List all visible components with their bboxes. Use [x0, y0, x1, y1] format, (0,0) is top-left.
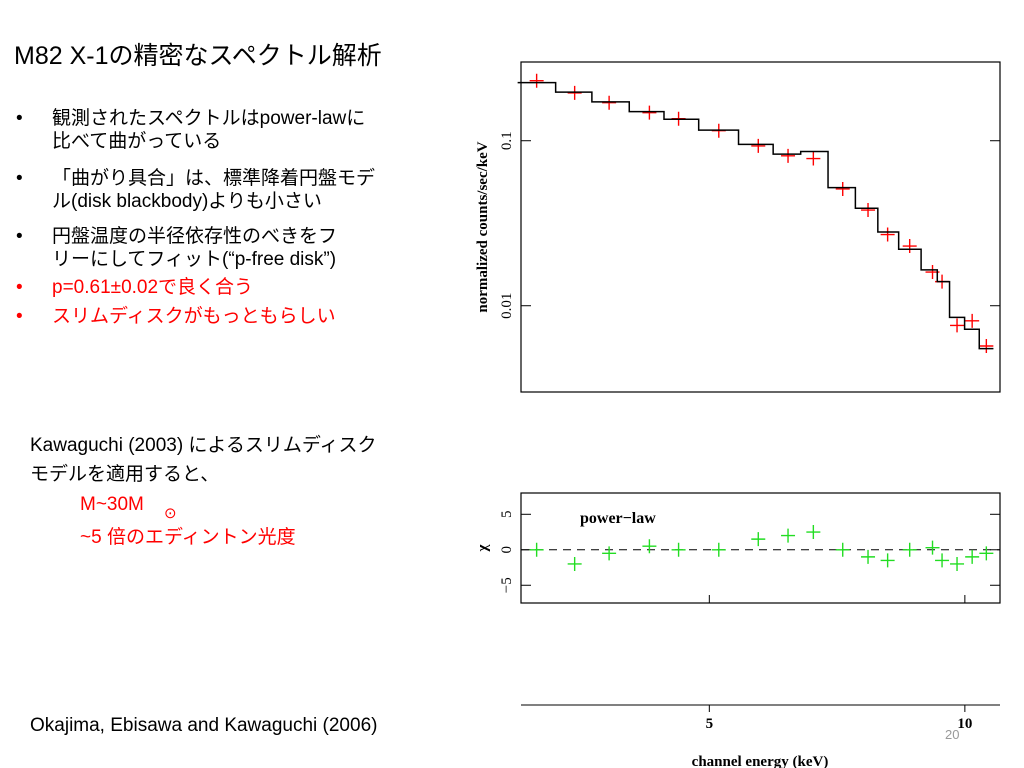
- data-point: [925, 540, 940, 555]
- data-point: [950, 556, 965, 571]
- note-luminosity: ~5 倍のエディントン光度: [80, 526, 296, 548]
- annotation: power−law: [580, 510, 656, 527]
- data-point: [567, 556, 582, 571]
- data-point: [861, 549, 876, 564]
- bullet-dot: •: [16, 306, 23, 327]
- plot-frame: [520, 492, 1001, 604]
- note-line: モデルを適用すると、: [30, 463, 219, 485]
- data-point: [781, 528, 796, 543]
- data-point: [602, 95, 617, 110]
- bullet-text: ル(disk blackbody)よりも小さい: [52, 190, 322, 212]
- data-point: [979, 546, 994, 561]
- data-point: [835, 181, 850, 196]
- data-point: [806, 151, 821, 166]
- plot: 0.01 0.1 normalized counts/sec/keV: [475, 61, 1001, 393]
- data-point: [880, 227, 895, 242]
- note-line: Kawaguchi (2003) によるスリムディスク: [30, 434, 377, 456]
- data-point: [950, 318, 965, 333]
- data-point: [642, 105, 657, 120]
- x-tick-label: 5: [706, 716, 714, 732]
- bullet-dot: •: [16, 108, 23, 129]
- x-axis-label: channel energy (keV): [692, 754, 829, 768]
- bullet-text: 「曲がり具合」は、標準降着円盤モデ: [52, 167, 375, 189]
- data-point: [711, 542, 726, 557]
- data-point: [935, 553, 950, 568]
- data-point: [965, 313, 980, 328]
- x-tick-label: 10: [957, 716, 972, 732]
- y-tick-label: 0.1: [499, 131, 515, 150]
- bullet-text: p=0.61±0.02で良く合う: [52, 276, 253, 298]
- data-point: [965, 549, 980, 564]
- y-axis-label: χ: [475, 543, 491, 552]
- data-point: [671, 542, 686, 557]
- note-mass: M~30M: [80, 494, 144, 515]
- bullet-text: 円盤温度の半径依存性のべきをフ: [52, 225, 337, 247]
- y-tick-label: 0: [499, 546, 515, 554]
- bullet-text: 観測されたスペクトルはpower-lawに: [52, 107, 365, 129]
- slide-title: M82 X-1の精密なスペクトル解析: [14, 42, 382, 70]
- data-point: [979, 339, 994, 354]
- data-point: [880, 553, 895, 568]
- bullet-text: スリムディスクがもっともらしい: [52, 305, 336, 327]
- data-point: [602, 546, 617, 561]
- data-point: [861, 203, 876, 218]
- bullet-text: リーにしてフィット(“p-free disk”): [52, 249, 336, 270]
- note-mass-sub: ⊙: [164, 505, 177, 522]
- bullet-text: 比べて曲がっている: [52, 130, 221, 152]
- model-line: [517, 81, 994, 350]
- bullet-dot: •: [16, 168, 23, 189]
- data-point: [751, 532, 766, 547]
- data-point: [642, 539, 657, 554]
- data-point: [751, 138, 766, 153]
- y-tick-label: −5: [499, 577, 515, 593]
- y-tick-label: 0.01: [499, 293, 515, 319]
- data-point: [902, 239, 917, 254]
- data-point: [529, 542, 544, 557]
- data-point: [902, 542, 917, 557]
- citation: Okajima, Ebisawa and Kawaguchi (2006): [30, 715, 377, 736]
- data-point: [806, 525, 821, 540]
- page-number: 20: [945, 727, 959, 742]
- bullet-dot: •: [16, 277, 23, 298]
- plot-frame: [520, 61, 1001, 393]
- plot: −5 0 5 5 10 channel energy (keV) χ power−law: [475, 492, 1001, 768]
- y-tick-label: 5: [499, 511, 515, 519]
- y-axis-label: normalized counts/sec/keV: [475, 141, 491, 312]
- bullet-dot: •: [16, 226, 23, 247]
- data-point: [529, 73, 544, 88]
- data-point: [835, 542, 850, 557]
- data-point: [781, 148, 796, 163]
